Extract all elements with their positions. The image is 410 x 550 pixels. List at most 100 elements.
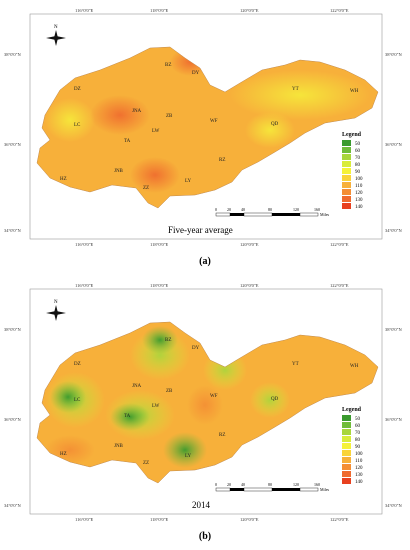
svg-text:120: 120 [293, 482, 299, 487]
svg-text:20: 20 [227, 482, 231, 487]
lat-label: 36°0'0"N [4, 417, 21, 422]
legend-label: 100 [355, 177, 363, 182]
legend-swatch [342, 457, 351, 463]
legend-label: 50 [355, 417, 361, 422]
panel-caption: (a) [199, 256, 211, 267]
city-labels: BZ DY DZ LC JNA ZB LW TA WF YT WH QD RZ … [60, 63, 359, 191]
lon-label: 122°0'0"E [330, 517, 349, 522]
city-label: DZ [74, 362, 81, 367]
legend-items: 50 60 70 80 90 100 110 120 130 140 [342, 140, 363, 210]
city-label: BZ [165, 338, 171, 343]
legend-swatch [342, 182, 351, 188]
lat-label: 38°0'0"N [385, 52, 402, 57]
lon-label: 120°0'0"E [240, 242, 259, 247]
lon-label: 118°0'0"E [150, 283, 169, 288]
svg-text:40: 40 [241, 482, 245, 487]
city-label: TA [124, 414, 131, 419]
legend-swatch [342, 189, 351, 195]
svg-text:120: 120 [293, 207, 299, 212]
legend-swatch [342, 196, 351, 202]
lon-label: 120°0'0"E [240, 283, 259, 288]
legend-label: 90 [355, 445, 361, 450]
panel-title: Five-year average [168, 225, 233, 235]
lat-label: 38°0'0"N [385, 327, 402, 332]
city-label: LY [185, 179, 192, 184]
legend-swatch [342, 175, 351, 181]
legend-label: 70 [355, 431, 361, 436]
city-label: HZ [60, 177, 67, 182]
city-label: WH [350, 89, 359, 94]
legend-label: 110 [355, 459, 363, 464]
lat-labels: 38°0'0"N 36°0'0"N 34°0'0"N 38°0'0"N 36°0… [4, 327, 402, 508]
city-label: DY [192, 346, 200, 351]
lon-label: 120°0'0"E [240, 8, 259, 13]
svg-text:0: 0 [215, 207, 217, 212]
city-label: HZ [60, 452, 67, 457]
city-label: RZ [219, 158, 225, 163]
city-label: YT [292, 362, 299, 367]
lat-label: 36°0'0"N [4, 142, 21, 147]
lon-label: 116°0'0"E [75, 242, 94, 247]
lat-label: 38°0'0"N [4, 327, 21, 332]
legend-swatch [342, 471, 351, 477]
city-label: ZZ [143, 461, 149, 466]
city-label: WF [210, 394, 218, 399]
lat-label: 38°0'0"N [4, 52, 21, 57]
svg-text:40: 40 [241, 207, 245, 212]
north-arrow-icon: N [46, 25, 66, 46]
legend-swatch [342, 140, 351, 146]
lat-label: 34°0'0"N [4, 503, 21, 508]
city-label: WF [210, 119, 218, 124]
svg-text:80: 80 [268, 207, 272, 212]
legend-swatch [342, 464, 351, 470]
legend-swatch [342, 436, 351, 442]
svg-text:20: 20 [227, 207, 231, 212]
legend-swatch [342, 203, 351, 209]
city-label: ZZ [143, 186, 149, 191]
legend-swatch [342, 415, 351, 421]
lon-label: 118°0'0"E [150, 517, 169, 522]
map-frame [29, 13, 383, 240]
legend-label: 140 [355, 205, 363, 210]
legend-label: 130 [355, 473, 363, 478]
scale-bar: 0 20 40 80 120 160 Miles [215, 482, 330, 492]
north-arrow-icon: N [46, 300, 66, 321]
svg-text:160: 160 [314, 207, 320, 212]
city-label: QD [271, 397, 279, 402]
legend-label: 120 [355, 191, 363, 196]
legend-label: 120 [355, 466, 363, 471]
lon-label: 122°0'0"E [330, 8, 349, 13]
city-labels: BZ DY DZ LC JNA ZB LW TA WF YT WH QD RZ … [60, 338, 359, 466]
city-label: LC [74, 123, 81, 128]
lon-label: 116°0'0"E [75, 8, 94, 13]
legend-label: 50 [355, 142, 361, 147]
svg-text:80: 80 [268, 482, 272, 487]
city-label: BZ [165, 63, 171, 68]
legend-label: 80 [355, 438, 361, 443]
city-label: LW [152, 404, 160, 409]
legend-swatch [342, 422, 351, 428]
lon-label: 120°0'0"E [240, 517, 259, 522]
map-shape [37, 47, 378, 208]
lon-label: 122°0'0"E [330, 242, 349, 247]
legend: Legend 50 60 70 80 90 100 110 120 130 140 [342, 407, 363, 485]
city-label: QD [271, 122, 279, 127]
svg-text:160: 160 [314, 482, 320, 487]
city-label: TA [124, 139, 131, 144]
city-label: JNA [132, 384, 142, 389]
lon-label: 118°0'0"E [150, 8, 169, 13]
legend-label: 60 [355, 149, 361, 154]
lat-label: 34°0'0"N [385, 503, 402, 508]
legend-swatch [342, 429, 351, 435]
city-label: JNB [114, 444, 124, 449]
city-label: ZB [166, 389, 173, 394]
legend-label: 100 [355, 452, 363, 457]
legend: Legend 50 60 70 80 90 100 110 120 130 140 [342, 132, 363, 210]
legend-label: 140 [355, 480, 363, 485]
lon-label: 116°0'0"E [75, 517, 94, 522]
city-label: RZ [219, 433, 225, 438]
legend-label: 130 [355, 198, 363, 203]
scale-bar: 0 20 40 80 120 160 Miles [215, 207, 330, 217]
city-label: ZB [166, 114, 173, 119]
map-frame [29, 288, 383, 515]
